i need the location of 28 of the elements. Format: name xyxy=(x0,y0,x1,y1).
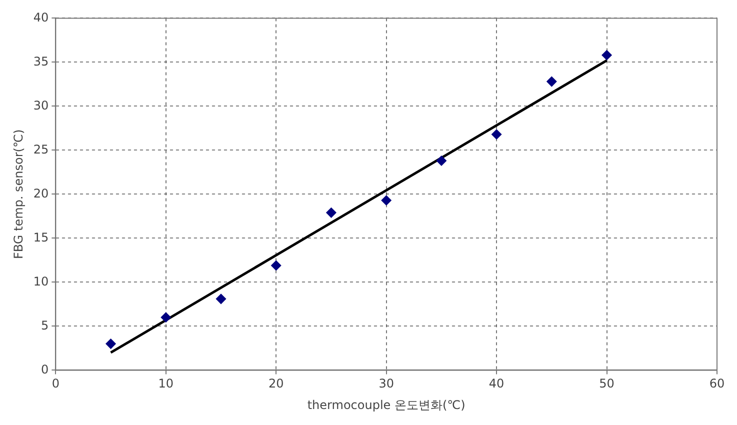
point xyxy=(271,260,281,270)
y-tick-label: 40 xyxy=(33,10,49,24)
x-tick-label: 40 xyxy=(488,376,504,391)
y-tick-label: 35 xyxy=(33,54,49,68)
point xyxy=(492,130,502,140)
point xyxy=(326,208,336,218)
x-tick-label: 0 xyxy=(52,376,60,391)
x-tick-label: 50 xyxy=(599,376,614,391)
y-tick-label: 10 xyxy=(33,274,49,288)
y-tick-label: 25 xyxy=(33,142,49,156)
y-tick-label: 15 xyxy=(33,230,49,244)
x-axis-title: thermocouple 온도변화(℃) xyxy=(307,398,466,412)
x-tick-label: 60 xyxy=(709,376,725,391)
x-tick-label: 30 xyxy=(378,376,394,391)
x-tick-label: 20 xyxy=(268,376,284,391)
y-axis-title: FBG temp. sensor(℃) xyxy=(11,129,26,260)
point xyxy=(216,294,226,304)
point xyxy=(161,312,171,322)
y-tick-label: 0 xyxy=(41,362,49,376)
point xyxy=(546,76,556,86)
x-tick-label: 10 xyxy=(158,376,174,391)
point xyxy=(602,50,612,60)
y-tick-label: 5 xyxy=(41,318,49,332)
point xyxy=(436,156,446,166)
y-tick-label: 20 xyxy=(33,186,49,200)
point xyxy=(382,196,392,206)
point xyxy=(106,339,116,349)
y-tick-label: 30 xyxy=(33,98,49,112)
